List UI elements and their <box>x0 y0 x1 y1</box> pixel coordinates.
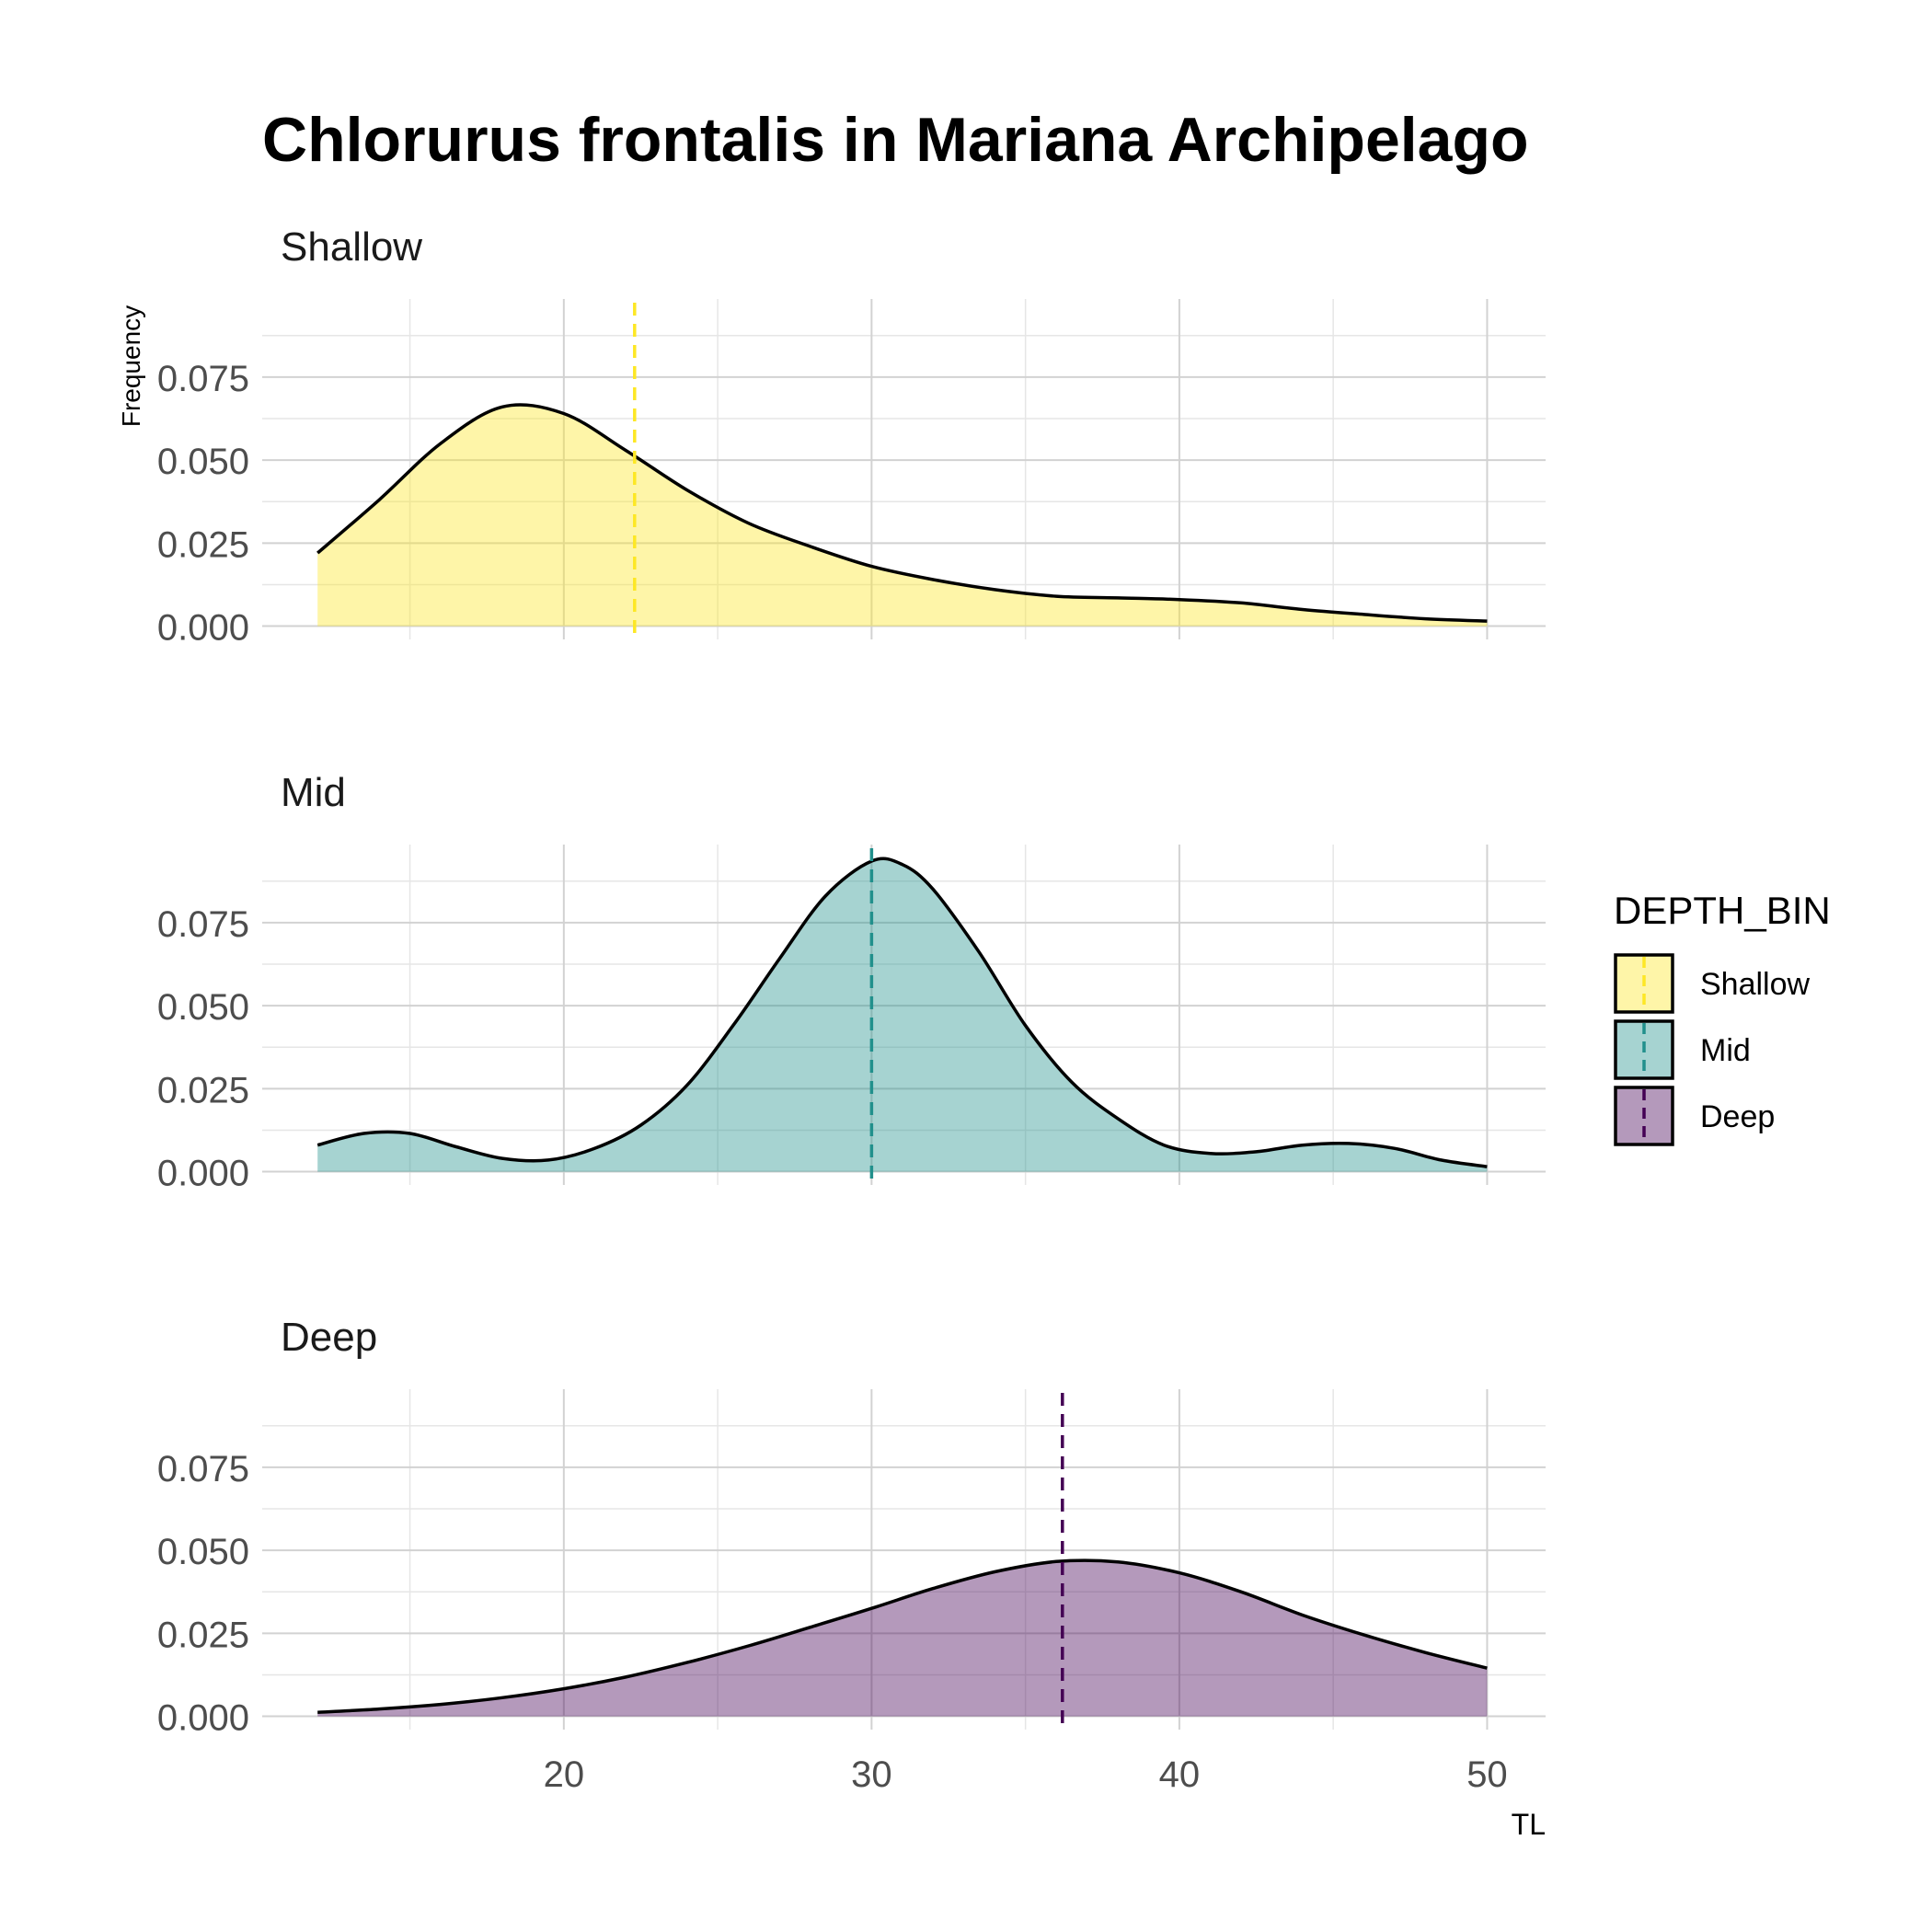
y-tick-label: 0.075 <box>157 904 249 945</box>
x-axis-title: TL <box>1512 1808 1546 1841</box>
panel-deep-grid <box>262 1389 1546 1730</box>
x-tick-label: 20 <box>544 1754 585 1795</box>
y-tick-label: 0.025 <box>157 524 249 565</box>
panel-shallow-strip-label: Shallow <box>281 224 422 270</box>
x-axis-ticks: 20 30 40 50 <box>544 1754 1508 1795</box>
legend-title: DEPTH_BIN <box>1614 889 1831 932</box>
y-tick-label: 0.075 <box>157 359 249 399</box>
legend-item-shallow: Shallow <box>1614 953 1811 1014</box>
legend-label-deep: Deep <box>1700 1099 1775 1134</box>
y-tick-label: 0.000 <box>157 608 249 649</box>
legend-label-shallow: Shallow <box>1700 967 1811 1002</box>
legend-keys: Shallow Mid Deep <box>1614 953 1811 1146</box>
density-curve-shallow <box>316 403 1488 623</box>
legend-item-mid: Mid <box>1614 1019 1751 1080</box>
facet-panels: 0.0000.0250.0500.075Shallow0.0000.0250.0… <box>157 224 1546 1739</box>
panel-mid-strip-label: Mid <box>281 770 346 815</box>
density-area-shallow <box>317 404 1488 627</box>
legend-label-mid: Mid <box>1700 1033 1751 1068</box>
y-tick-label: 0.050 <box>157 1532 249 1572</box>
density-curve-deep <box>317 1558 1488 1714</box>
legend: DEPTH_BIN Shallow Mid Deep <box>1614 889 1831 1146</box>
y-tick-label: 0.000 <box>157 1698 249 1739</box>
density-curve-mid <box>316 857 1488 1168</box>
x-tick-label: 50 <box>1466 1754 1508 1795</box>
y-tick-label: 0.050 <box>157 442 249 482</box>
chart-title: Chlorurus frontalis in Mariana Archipela… <box>262 105 1529 175</box>
y-tick-label: 0.025 <box>157 1070 249 1110</box>
y-tick-label: 0.025 <box>157 1615 249 1655</box>
panel-shallow: 0.000 0.025 0.050 0.075 Shallow <box>157 224 1546 649</box>
x-tick-label: 40 <box>1159 1754 1201 1795</box>
legend-item-deep: Deep <box>1614 1086 1775 1146</box>
panel-deep: 0.000 0.025 0.050 0.075 Deep <box>157 1315 1546 1739</box>
y-tick-label: 0.000 <box>157 1154 249 1194</box>
y-axis-title: Frequency <box>117 305 145 427</box>
panel-deep-strip-label: Deep <box>281 1315 377 1360</box>
y-tick-label: 0.075 <box>157 1449 249 1489</box>
y-tick-label: 0.050 <box>157 987 249 1028</box>
panel-mid: 0.000 0.025 0.050 0.075 Mid <box>157 770 1546 1194</box>
density-area-mid <box>317 858 1488 1172</box>
density-area-deep <box>317 1560 1488 1717</box>
x-tick-label: 30 <box>851 1754 892 1795</box>
